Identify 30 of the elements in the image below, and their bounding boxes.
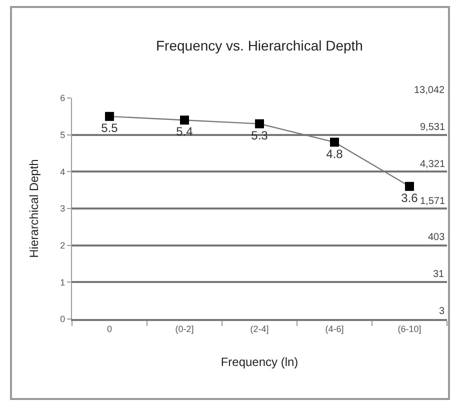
x-tick-label: (0-2] [175,324,194,334]
x-tick-label: 0 [106,324,112,334]
x-tick-label: (4-6] [325,324,344,334]
point [330,138,339,147]
point [105,112,114,121]
y-tick-label: 3 [60,204,66,214]
y-axis-title: Hierarchical Depth [27,159,41,258]
y-tick-label: 6 [60,93,66,104]
chart-title: Frequency vs. Hierarchical Depth [156,38,363,54]
point [180,116,189,125]
y-tick-label: 4 [60,166,66,177]
point [255,119,264,128]
data-label: 4.8 [326,146,344,161]
annotation: 3 [439,306,445,317]
point [405,182,414,191]
y-tick-label: 2 [60,240,66,250]
data-label: 5.5 [101,121,118,136]
x-tick-label: (2-4] [250,324,269,334]
annotation: 1,571 [420,196,446,207]
y-tick-label: 0 [60,314,66,324]
annotation: 403 [428,232,446,243]
y-tick-label: 5 [60,130,66,140]
data-label: 3.6 [401,191,418,206]
text: 13,042 [414,85,446,96]
y-tick-label: 1 [60,277,66,288]
x-tick-label: (6-10] [398,324,422,334]
annotation: 9,531 [420,122,446,133]
annotation: 31 [433,269,445,280]
x-axis-title: Frequency (ln) [220,355,298,369]
annotation: 4,321 [420,159,446,170]
